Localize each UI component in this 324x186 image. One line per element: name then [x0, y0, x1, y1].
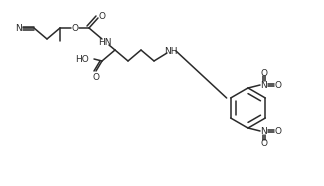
Text: N: N [15, 23, 21, 33]
Text: O: O [98, 12, 106, 20]
Text: O: O [274, 126, 282, 135]
Text: HN: HN [98, 38, 112, 46]
Text: O: O [260, 68, 268, 78]
Text: O: O [92, 73, 99, 81]
Text: O: O [260, 139, 268, 147]
Text: N: N [260, 81, 267, 89]
Text: O: O [72, 23, 78, 33]
Text: O: O [274, 81, 282, 89]
Text: NH: NH [164, 46, 178, 55]
Text: N: N [260, 126, 267, 135]
Text: HO: HO [75, 54, 89, 63]
